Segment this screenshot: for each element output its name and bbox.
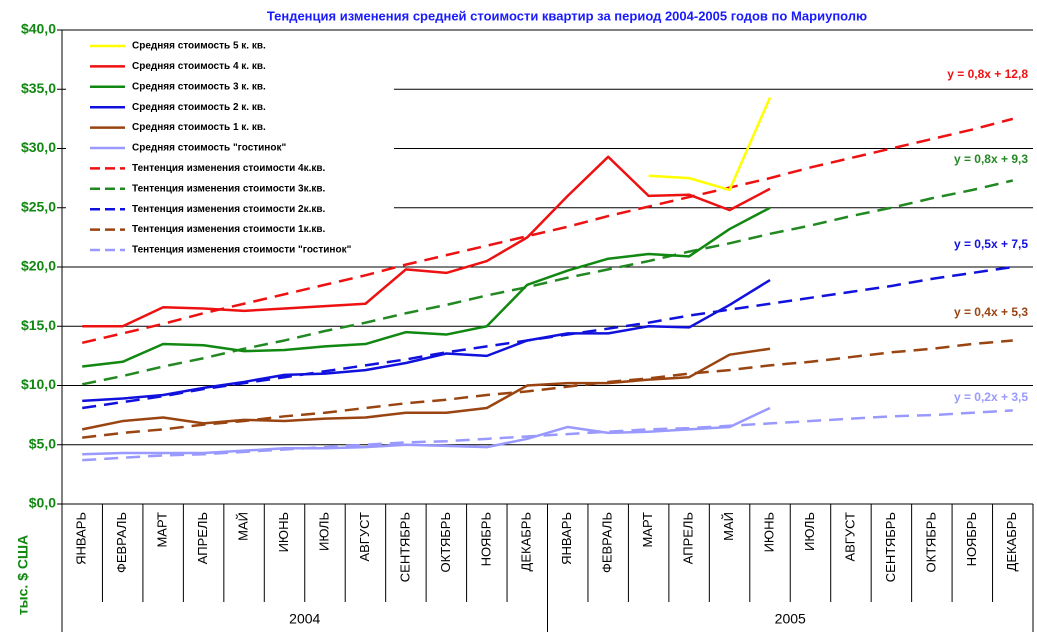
trend-equation: y = 0,5x + 7,5 [954,237,1028,251]
y-tick-label: $40,0 [21,21,56,37]
y-tick-label: $10,0 [21,376,56,392]
x-tick-label: ИЮНЬ [276,512,291,552]
legend-label: Тентенция изменения стоимости 1к.кв. [132,224,326,235]
x-group-label: 2004 [289,611,320,627]
y-tick-label: $35,0 [21,80,56,96]
x-tick-label: ИЮНЬ [761,512,776,552]
x-tick-label: МАРТ [640,512,655,548]
legend-label: Средняя стоимость 4 к. кв. [132,61,266,72]
trend-equation: y = 0,8x + 9,3 [954,152,1028,166]
x-tick-label: СЕНТЯБРЬ [883,512,898,582]
trend-equation: y = 0,4x + 5,3 [954,305,1028,319]
x-tick-label: ОКТЯБРЬ [438,512,453,572]
x-tick-label: МАРТ [155,512,170,548]
x-tick-label: МАЙ [236,512,251,541]
y-tick-label: $20,0 [21,258,56,274]
legend-label: Тентенция изменения стоимости 4к.кв. [132,163,326,174]
legend-label: Средняя стоимость 1 к. кв. [132,122,266,133]
series-line [82,206,771,368]
x-tick-label: ФЕВРАЛЬ [114,512,129,573]
legend-label: Средняя стоимость 2 к. кв. [132,102,266,113]
series-line [81,347,771,431]
legend-label: Тентенция изменения стоимости 3к.кв. [132,183,326,194]
series-line [82,406,771,456]
x-tick-label: ДЕКАБРЬ [519,512,534,571]
x-tick-label: ОКТЯБРЬ [923,512,938,572]
x-tick-label: ЯНВАРЬ [559,512,574,565]
x-tick-label: ДЕКАБРЬ [1004,512,1019,571]
y-tick-label: $15,0 [21,317,56,333]
series-line [82,155,771,328]
legend-label: Средняя стоимость "гостинок" [132,143,286,154]
x-tick-label: СЕНТЯБРЬ [397,512,412,582]
x-tick-label: МАЙ [721,512,736,541]
y-tick-label: $0,0 [29,495,56,511]
y-tick-label: $5,0 [29,435,56,451]
y-tick-label: $25,0 [21,198,56,214]
x-tick-label: ИЮЛЬ [802,512,817,551]
legend-label: Средняя стоимость 3 к. кв. [132,81,266,92]
series-line [82,278,771,403]
legend-label: Средняя стоимость 5 к. кв. [132,41,266,52]
y-tick-label: $30,0 [21,139,56,155]
x-tick-label: АВГУСТ [842,512,857,562]
trend-equation: y = 0,8x + 12,8 [947,67,1028,81]
x-tick-label: НОЯБРЬ [964,512,979,566]
x-group-label: 2005 [775,611,806,627]
y-axis-label: тыс. $ США [15,535,31,615]
trend-line [81,117,1014,345]
x-tick-label: АВГУСТ [357,512,372,562]
x-tick-label: АПРЕЛЬ [195,512,210,564]
legend-label: Тентенция изменения стоимости "гостинок" [132,245,352,256]
x-tick-label: АПРЕЛЬ [681,512,696,564]
x-tick-label: ИЮЛЬ [316,512,331,551]
legend-label: Тентенция изменения стоимости 2к.кв. [132,204,326,215]
chart-title: Тенденция изменения средней стоимости кв… [267,8,867,23]
x-tick-label: ЯНВАРЬ [74,512,89,565]
x-tick-label: ФЕВРАЛЬ [600,512,615,573]
x-tick-label: НОЯБРЬ [478,512,493,566]
series-line [648,97,772,192]
trend-equation: y = 0,2x + 3,5 [954,390,1028,404]
